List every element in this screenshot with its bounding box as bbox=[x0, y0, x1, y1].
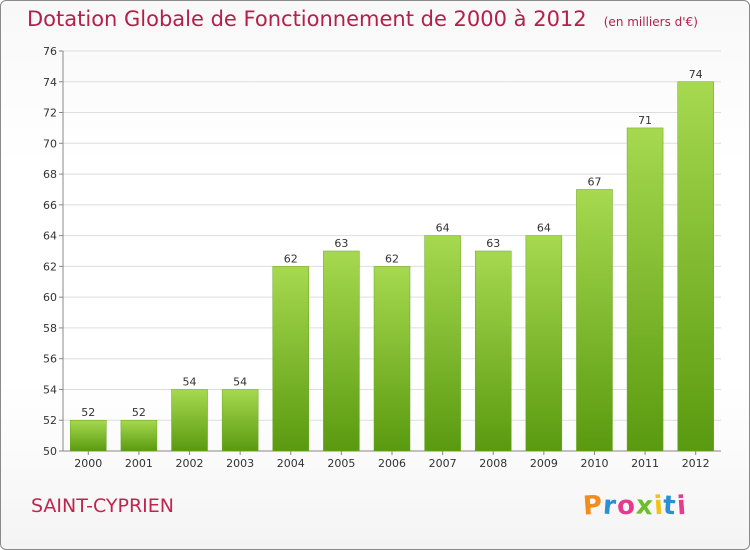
bar bbox=[373, 266, 411, 452]
x-tick-label: 2006 bbox=[378, 457, 406, 470]
y-tick-label: 58 bbox=[43, 322, 57, 335]
x-tick-label: 2007 bbox=[429, 457, 457, 470]
bar-value-label: 62 bbox=[284, 252, 298, 265]
y-tick-label: 74 bbox=[43, 76, 57, 89]
bar-value-label: 62 bbox=[385, 252, 399, 265]
bar bbox=[70, 419, 107, 452]
y-tick-label: 70 bbox=[43, 137, 57, 150]
bar-value-label: 74 bbox=[689, 68, 703, 81]
y-tick-label: 64 bbox=[43, 230, 57, 243]
x-tick-label: 2003 bbox=[226, 457, 254, 470]
commune-name: SAINT-CYPRIEN bbox=[31, 495, 174, 517]
y-tick-label: 72 bbox=[43, 107, 57, 120]
bar bbox=[576, 189, 613, 452]
x-tick-label: 2012 bbox=[682, 457, 710, 470]
bar-value-label: 64 bbox=[436, 222, 450, 235]
y-tick-label: 54 bbox=[43, 383, 57, 396]
bar bbox=[323, 250, 360, 452]
bar-value-label: 71 bbox=[638, 114, 652, 127]
bar bbox=[677, 81, 714, 452]
bar-value-label: 63 bbox=[486, 237, 500, 250]
bar bbox=[525, 235, 563, 452]
y-tick-label: 56 bbox=[43, 353, 57, 366]
bar bbox=[171, 389, 208, 452]
bar-value-label: 63 bbox=[334, 237, 348, 250]
y-tick-label: 68 bbox=[43, 168, 57, 181]
chart-unit: (en milliers d'€) bbox=[603, 15, 698, 29]
x-tick-label: 2008 bbox=[479, 457, 507, 470]
x-tick-label: 2002 bbox=[176, 457, 204, 470]
bar bbox=[272, 266, 310, 452]
x-tick-label: 2001 bbox=[125, 457, 153, 470]
bar bbox=[626, 127, 664, 452]
bar bbox=[120, 419, 158, 452]
x-tick-label: 2010 bbox=[580, 457, 608, 470]
x-tick-label: 2011 bbox=[631, 457, 659, 470]
y-tick-label: 66 bbox=[43, 199, 57, 212]
bar-value-label: 52 bbox=[132, 406, 146, 419]
x-tick-label: 2005 bbox=[327, 457, 355, 470]
bar bbox=[221, 389, 259, 452]
y-tick-label: 76 bbox=[43, 45, 57, 58]
bar-value-label: 52 bbox=[81, 406, 95, 419]
bar-value-label: 54 bbox=[233, 375, 247, 388]
y-tick-label: 60 bbox=[43, 291, 57, 304]
x-tick-label: 2000 bbox=[74, 457, 102, 470]
bar bbox=[474, 250, 512, 452]
proxiti-logo: Proxiti bbox=[581, 490, 688, 522]
chart-title: Dotation Globale de Fonctionnement de 20… bbox=[27, 7, 587, 31]
y-tick-label: 52 bbox=[43, 414, 57, 427]
y-tick-label: 62 bbox=[43, 260, 57, 273]
bar bbox=[424, 235, 461, 452]
y-tick-label: 50 bbox=[43, 445, 57, 458]
x-tick-label: 2004 bbox=[277, 457, 305, 470]
bar-value-label: 64 bbox=[537, 222, 551, 235]
bar-value-label: 54 bbox=[183, 375, 197, 388]
x-tick-label: 2009 bbox=[530, 457, 558, 470]
chart-title-block: Dotation Globale de Fonctionnement de 20… bbox=[27, 7, 698, 31]
bar-value-label: 67 bbox=[587, 175, 601, 188]
